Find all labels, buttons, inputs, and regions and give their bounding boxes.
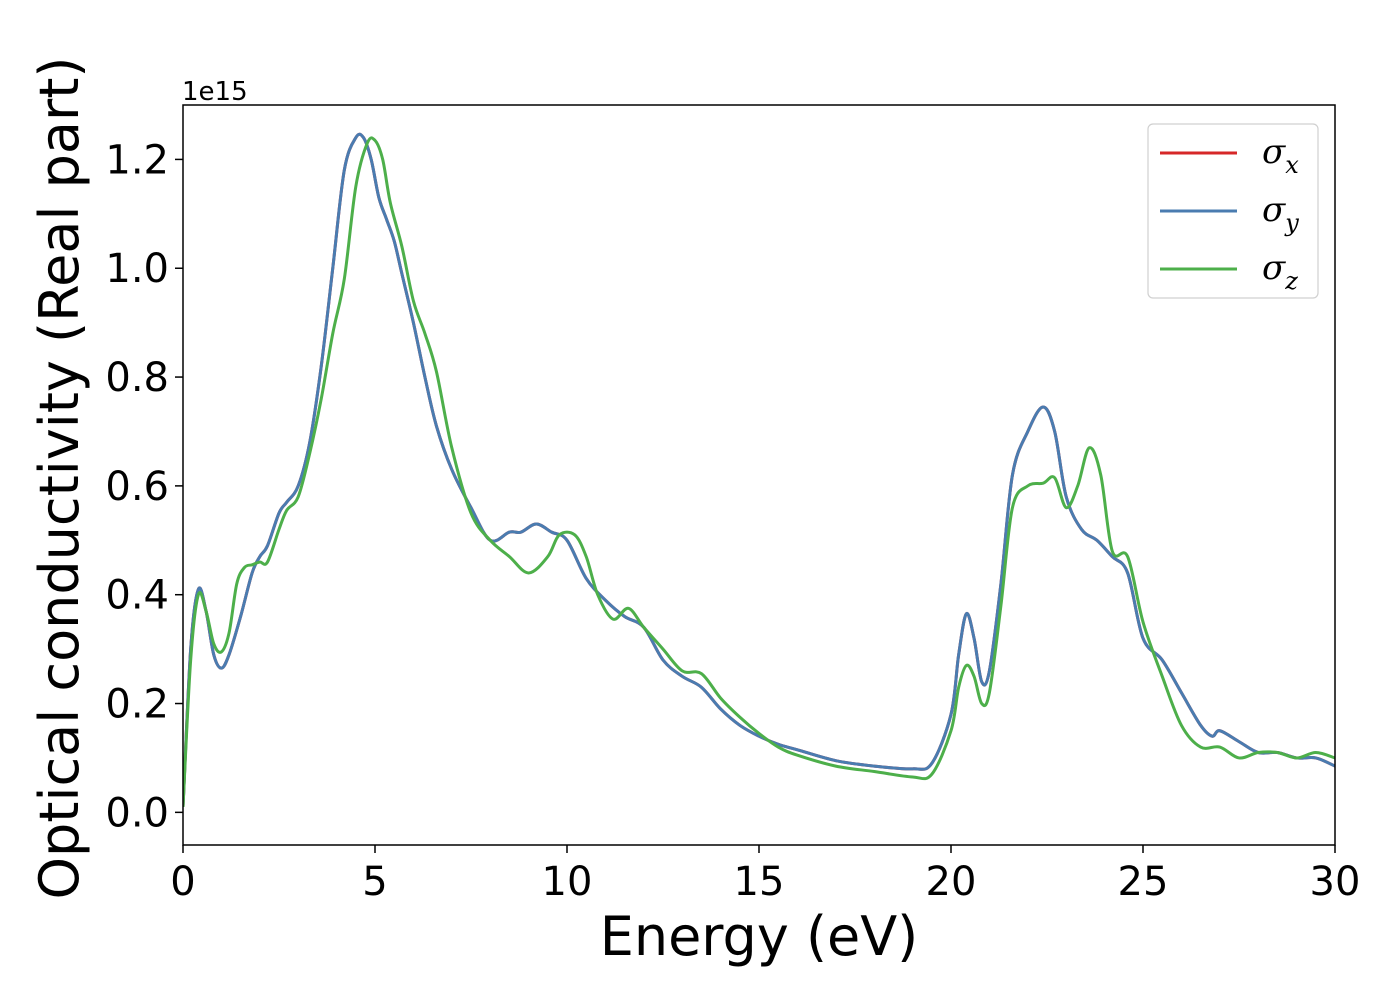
x-tick-label: 25 <box>1118 859 1169 905</box>
x-tick-label: 5 <box>362 859 387 905</box>
series-layer <box>183 132 1335 807</box>
y-tick-label: 0.0 <box>105 790 169 836</box>
y-tick-label: 1.2 <box>105 137 169 183</box>
y-axis-label: Optical conductivity (Real part) <box>28 57 91 900</box>
x-tick-label: 20 <box>926 859 977 905</box>
y-tick-label: 0.6 <box>105 464 169 510</box>
x-tick-label: 30 <box>1310 859 1361 905</box>
x-axis-label: Energy (eV) <box>600 905 919 968</box>
series-line-2 <box>183 132 1335 807</box>
y-tick-label: 0.8 <box>105 355 169 401</box>
x-tick-label: 10 <box>542 859 593 905</box>
x-tick-label: 0 <box>170 859 195 905</box>
y-tick-label: 0.2 <box>105 682 169 728</box>
axes-layer: 0 5 10 15 20 25 30 0.0 0.2 0.4 0.6 0.8 1.0 1.2 <box>105 104 1361 905</box>
y-tick-label: 0.4 <box>105 573 169 619</box>
series-line-3 <box>183 136 1335 807</box>
x-tick-label: 15 <box>734 859 785 905</box>
y-tick-label: 1.0 <box>105 246 169 292</box>
y-offset-label: 1e15 <box>182 77 248 107</box>
